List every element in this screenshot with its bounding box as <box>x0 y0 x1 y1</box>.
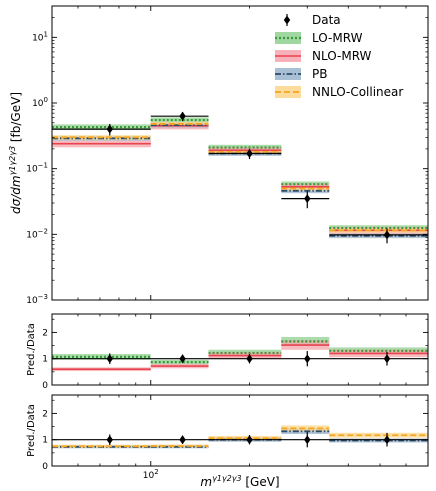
x-axis-label: mγ1γ2γ3 [GeV] <box>200 474 279 489</box>
ratio-y-tick-label: 1 <box>42 436 48 446</box>
ratio-data-point <box>383 435 391 445</box>
plot-frame <box>51 313 429 386</box>
ratio-data-point <box>106 435 113 445</box>
data-point <box>106 124 113 134</box>
ratio-data-point <box>106 354 113 364</box>
data-point <box>304 194 311 204</box>
legend-label-data: Data <box>312 13 341 27</box>
ratio2-panel: 0 1 2 Pred./Data <box>26 394 429 472</box>
plot-frame <box>51 394 429 467</box>
data-point <box>246 149 253 159</box>
data-point <box>383 230 391 240</box>
plot-frame <box>51 5 429 301</box>
ratio1-panel: 0 1 2 Pred./Data <box>26 313 429 391</box>
y-tick-label: 10−1 <box>26 162 48 175</box>
ratio-y-tick-label: 1 <box>42 355 48 365</box>
y-tick-label: 10−2 <box>26 227 48 240</box>
legend-label-nlo-mrw: NLO-MRW <box>312 49 372 63</box>
legend-label-nnlo-collinear: NNLO-Collinear <box>312 85 403 99</box>
ratio-y-tick-label: 0 <box>42 381 48 391</box>
ratio-data-point <box>179 354 186 364</box>
ratio-y-axis-label: Pred./Data <box>26 404 37 457</box>
legend: Data LO-MRW NLO-MRW PB NNLO-Collinear <box>275 13 403 99</box>
ratio-y-axis-label: Pred./Data <box>26 323 37 376</box>
ratio-y-tick-label: 0 <box>42 462 48 472</box>
ratio-y-tick-label: 2 <box>42 409 48 419</box>
ratio-data-point <box>246 435 253 445</box>
ratio-data-point <box>304 354 311 364</box>
y-axis-label: dσ/dmγ1γ2γ3 [fb/GeV] <box>8 92 23 214</box>
y-tick-label: 10−3 <box>26 293 48 306</box>
y-tick-label: 100 <box>32 96 48 109</box>
legend-data-marker <box>283 15 291 25</box>
ratio-data-point <box>179 435 186 445</box>
main-panel: 10−3 10−2 10−1 100 101 dσ/dmγ1γ2γ3 [fb/GeV] Da… <box>8 5 429 306</box>
x-axis: 102 mγ1γ2γ3 [GeV] <box>143 468 280 489</box>
ratio-data-point <box>246 354 253 364</box>
ratio-data-point <box>304 435 311 445</box>
legend-label-pb: PB <box>312 67 327 81</box>
ratio-y-tick-label: 2 <box>42 328 48 338</box>
legend-label-lo-mrw: LO-MRW <box>312 31 363 45</box>
ratio-data-point <box>383 354 391 364</box>
x-tick-label: 102 <box>143 468 159 481</box>
y-tick-label: 101 <box>32 30 48 43</box>
data-point <box>179 111 186 121</box>
